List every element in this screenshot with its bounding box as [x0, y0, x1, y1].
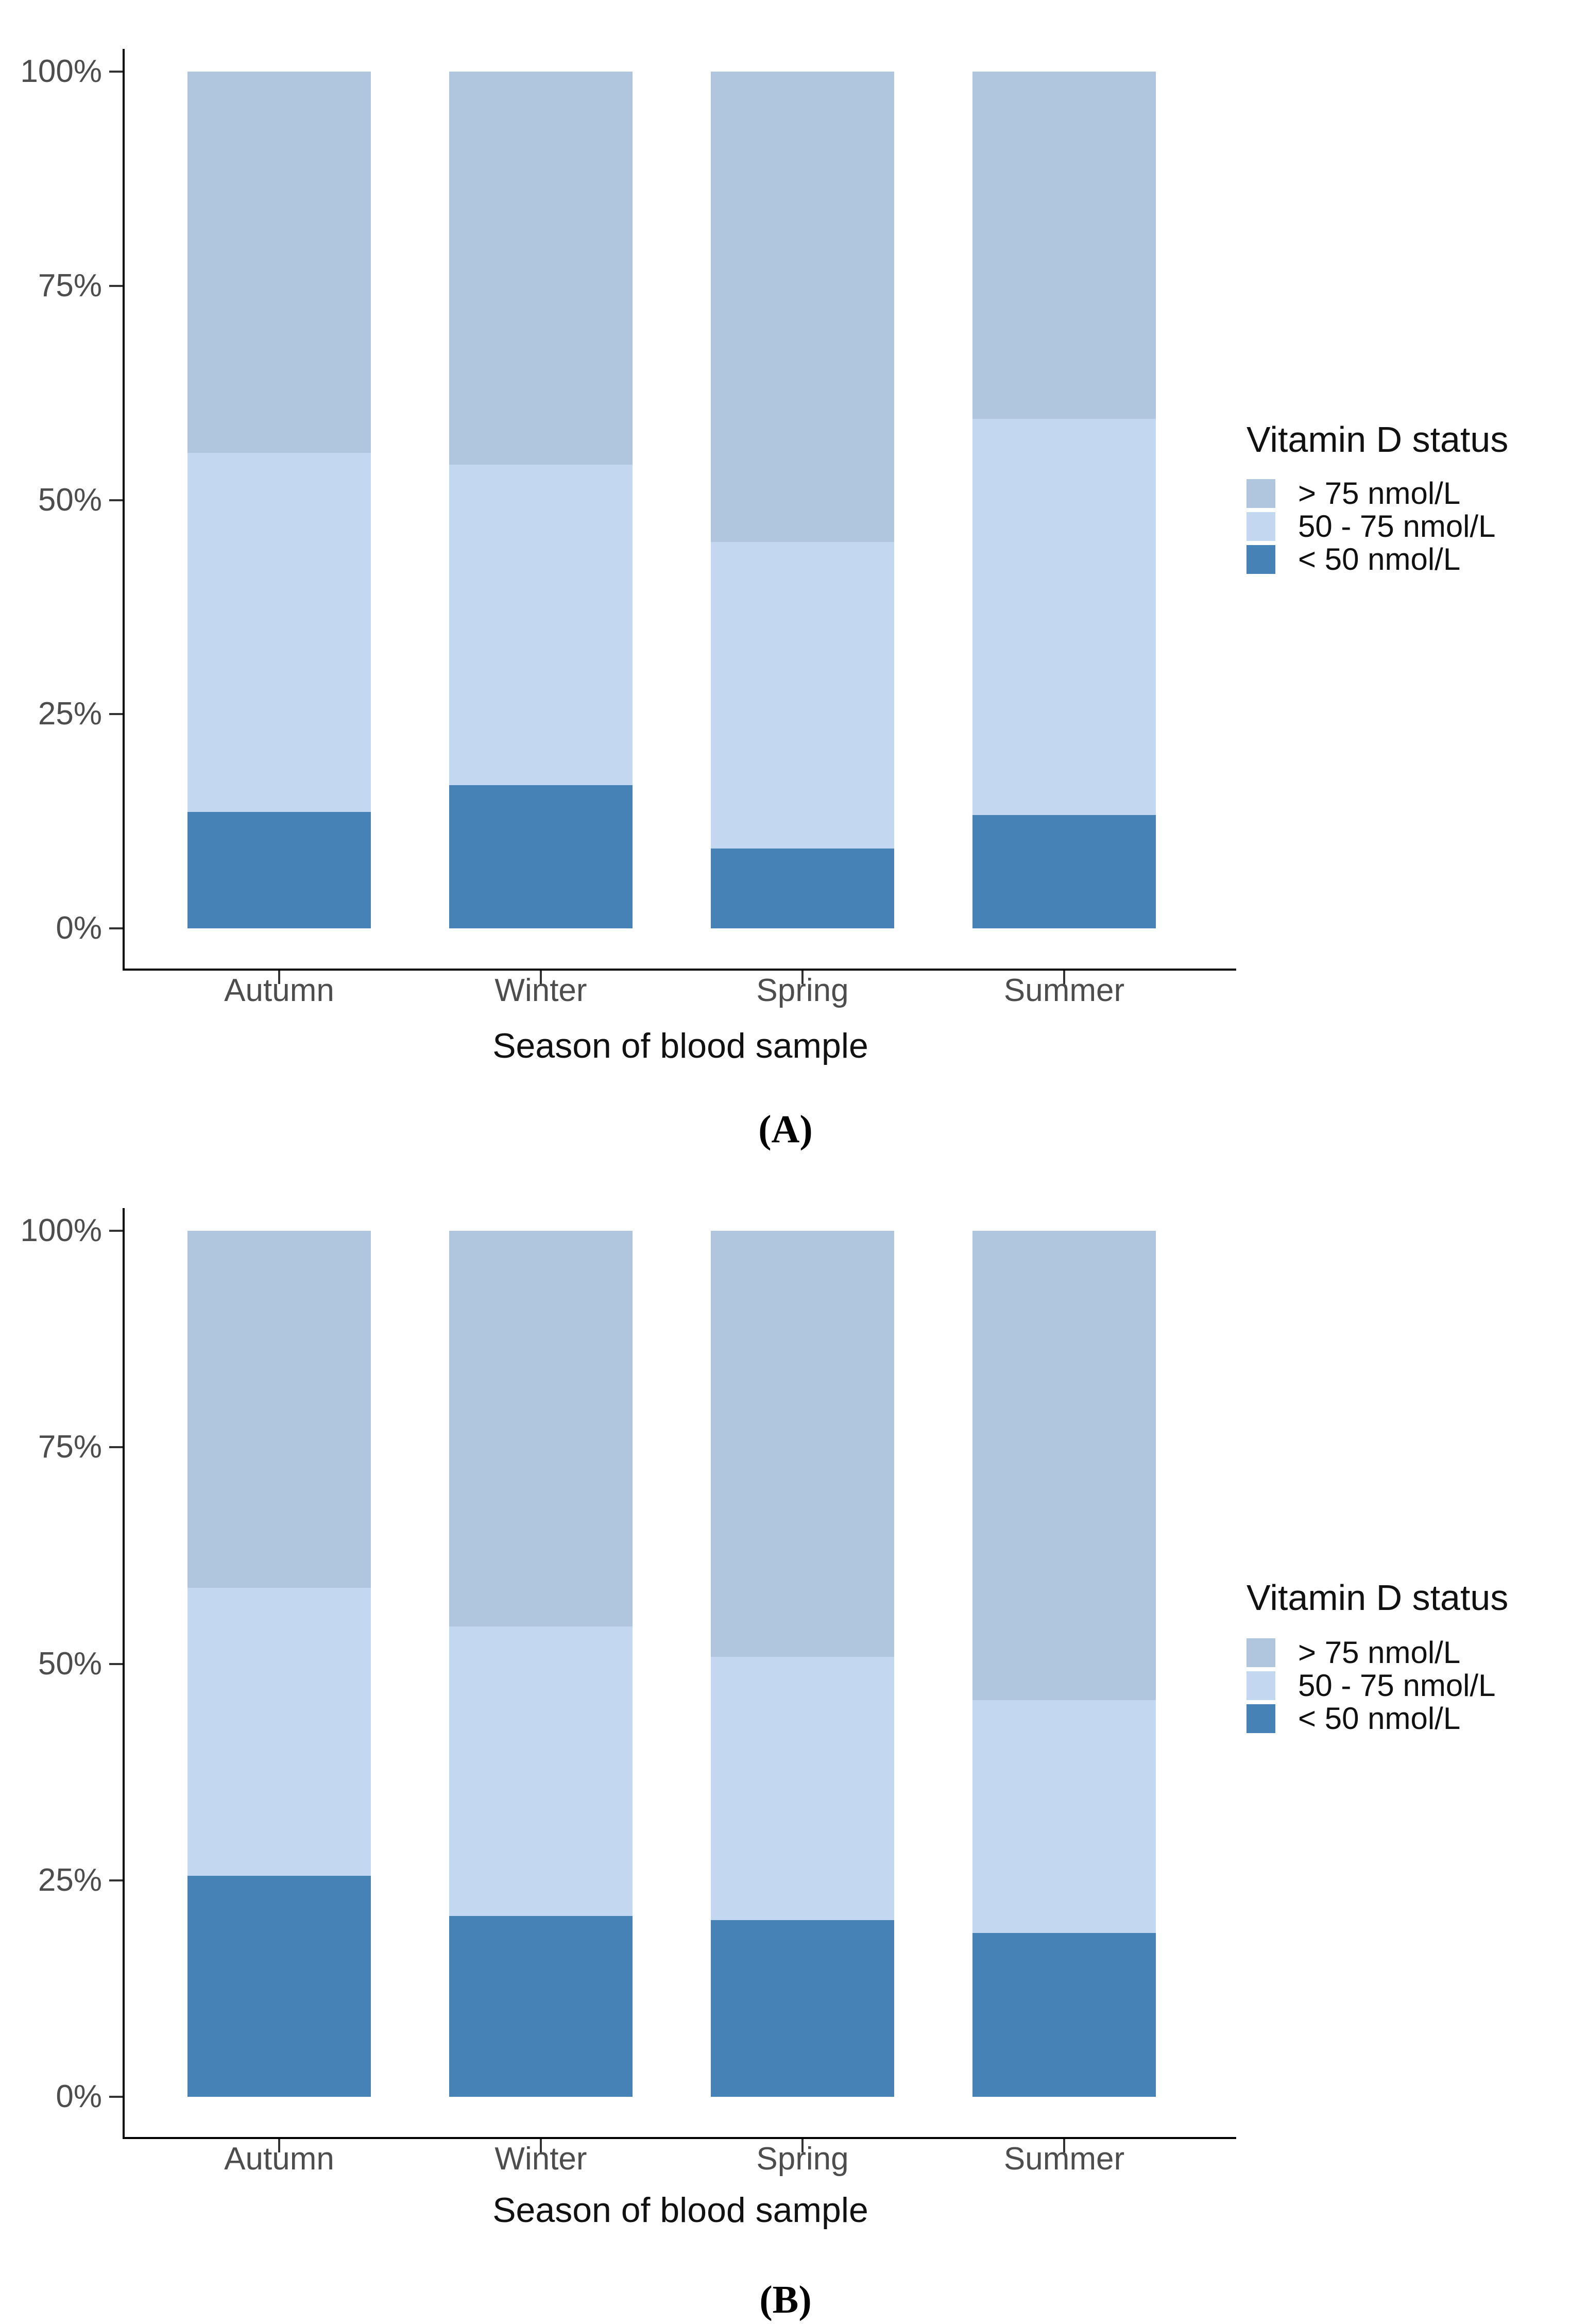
legend-label-1: 50 - 75 nmol/L [1298, 1668, 1496, 1703]
x-category-label: Winter [494, 2141, 587, 2177]
y-tick-mark [109, 1879, 123, 1881]
y-tick-mark [109, 713, 123, 716]
y-tick-label: 100% [20, 1213, 102, 1248]
bar-segment-b-winter-1 [449, 1626, 633, 1916]
x-category-label: Autumn [224, 973, 334, 1008]
panel-caption-a: (A) [758, 1108, 813, 1151]
bar-segment-b-spring-2 [711, 1231, 894, 1657]
y-axis-line [123, 49, 125, 969]
legend-swatch-2 [1246, 1704, 1275, 1733]
legend-swatch-0 [1246, 1638, 1275, 1667]
bar-segment-b-summer-1 [972, 1700, 1156, 1933]
y-tick-label: 100% [20, 54, 102, 89]
x-tick-mark [1063, 2139, 1065, 2152]
bar-segment-a-spring-1 [711, 541, 894, 849]
bar-segment-a-spring-0 [711, 849, 894, 928]
x-tick-mark [540, 971, 542, 984]
legend-label-2: < 50 nmol/L [1298, 1701, 1461, 1736]
y-tick-mark [109, 499, 123, 501]
bar-segment-a-spring-2 [711, 72, 894, 542]
bar-segment-a-summer-1 [972, 418, 1156, 816]
bar-segment-b-summer-0 [972, 1933, 1156, 2097]
x-category-label: Summer [1003, 2141, 1125, 2177]
y-tick-mark [109, 1446, 123, 1449]
bar-segment-a-winter-0 [449, 785, 633, 928]
y-tick-mark [109, 1230, 123, 1232]
legend-swatch-0 [1246, 479, 1275, 508]
y-tick-mark [109, 927, 123, 929]
bar-segment-a-winter-1 [449, 465, 633, 786]
x-tick-mark [1063, 971, 1065, 984]
x-category-label: Spring [756, 2141, 849, 2177]
x-tick-mark [278, 2139, 280, 2152]
y-tick-label: 25% [38, 696, 102, 732]
y-tick-label: 50% [38, 1646, 102, 1682]
bar-segment-a-summer-0 [972, 815, 1156, 928]
bar-segment-b-autumn-0 [187, 1876, 371, 2097]
legend-label-2: < 50 nmol/L [1298, 542, 1461, 576]
legend-title: Vitamin D status [1246, 1577, 1509, 1618]
x-axis-title: Season of blood sample [492, 1026, 868, 1065]
bar-segment-b-autumn-1 [187, 1587, 371, 1876]
x-axis-title: Season of blood sample [492, 2191, 868, 2230]
x-tick-mark [801, 971, 804, 984]
legend-label-0: > 75 nmol/L [1298, 476, 1461, 511]
y-tick-label: 0% [56, 910, 102, 946]
y-tick-label: 0% [56, 2079, 102, 2114]
bar-segment-a-summer-2 [972, 72, 1156, 419]
x-category-label: Spring [756, 973, 849, 1008]
y-tick-label: 75% [38, 267, 102, 303]
bar-segment-a-winter-2 [449, 72, 633, 465]
y-tick-mark [109, 284, 123, 287]
bar-segment-a-autumn-1 [187, 453, 371, 812]
legend-swatch-1 [1246, 512, 1275, 541]
y-tick-label: 25% [38, 1862, 102, 1898]
bar-segment-b-summer-2 [972, 1231, 1156, 1701]
bar-segment-b-autumn-2 [187, 1231, 371, 1588]
bar-segment-a-autumn-2 [187, 72, 371, 453]
y-tick-mark [109, 2096, 123, 2098]
bar-segment-b-spring-0 [711, 1920, 894, 2097]
x-category-label: Summer [1003, 973, 1125, 1008]
legend-swatch-1 [1246, 1671, 1275, 1700]
legend-title: Vitamin D status [1246, 419, 1509, 460]
y-tick-label: 50% [38, 482, 102, 518]
x-category-label: Winter [494, 973, 587, 1008]
panel-caption-b: (B) [759, 2278, 812, 2321]
x-category-label: Autumn [224, 2141, 334, 2177]
legend-label-0: > 75 nmol/L [1298, 1635, 1461, 1670]
bar-segment-b-spring-1 [711, 1657, 894, 1921]
bar-segment-b-winter-0 [449, 1915, 633, 2097]
y-axis-line [123, 1208, 125, 2137]
x-tick-mark [540, 2139, 542, 2152]
x-axis-line [123, 2137, 1236, 2139]
legend-swatch-2 [1246, 545, 1275, 574]
y-tick-mark [109, 1663, 123, 1665]
legend-label-1: 50 - 75 nmol/L [1298, 509, 1496, 544]
x-tick-mark [278, 971, 280, 984]
y-tick-mark [109, 71, 123, 73]
x-axis-line [123, 969, 1236, 971]
x-tick-mark [801, 2139, 804, 2152]
bar-segment-b-winter-2 [449, 1231, 633, 1627]
y-tick-label: 75% [38, 1429, 102, 1465]
bar-segment-a-autumn-0 [187, 811, 371, 928]
